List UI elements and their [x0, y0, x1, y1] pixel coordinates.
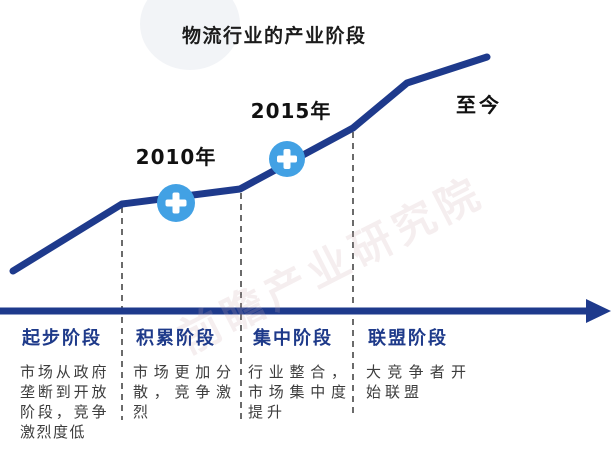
axis-arrowhead-icon — [586, 299, 611, 323]
stage-description-alliance: 大竞争者开始联盟 — [366, 363, 470, 401]
plus-icon — [165, 192, 187, 214]
stage-name-concentration: 集中阶段 — [253, 328, 333, 349]
chart-title: 物流行业的产业阶段 — [182, 25, 367, 47]
plus-icon — [277, 149, 297, 169]
stage-description-startup: 市场从政府垄断到开放阶段，竞争激烈度低 — [20, 363, 108, 441]
milestone-marker-2015 — [269, 141, 305, 177]
milestone-label-2010: 2010年 — [135, 145, 217, 169]
milestone-label-2015: 2015年 — [250, 99, 332, 123]
growth-line — [9, 53, 491, 275]
watermark-globe-icon — [140, 0, 240, 70]
stage-name-startup: 起步阶段 — [22, 328, 102, 349]
stage-name-alliance: 联盟阶段 — [368, 328, 448, 349]
milestone-marker-2010 — [157, 184, 195, 222]
milestone-label-now: 至今 — [456, 93, 502, 117]
stage-description-accumulation: 市场更加分散，竞争激烈 — [133, 363, 235, 421]
stage-description-concentration: 行业整合，市场集中度提升 — [248, 363, 350, 421]
stage-name-accumulation: 积累阶段 — [136, 328, 216, 349]
